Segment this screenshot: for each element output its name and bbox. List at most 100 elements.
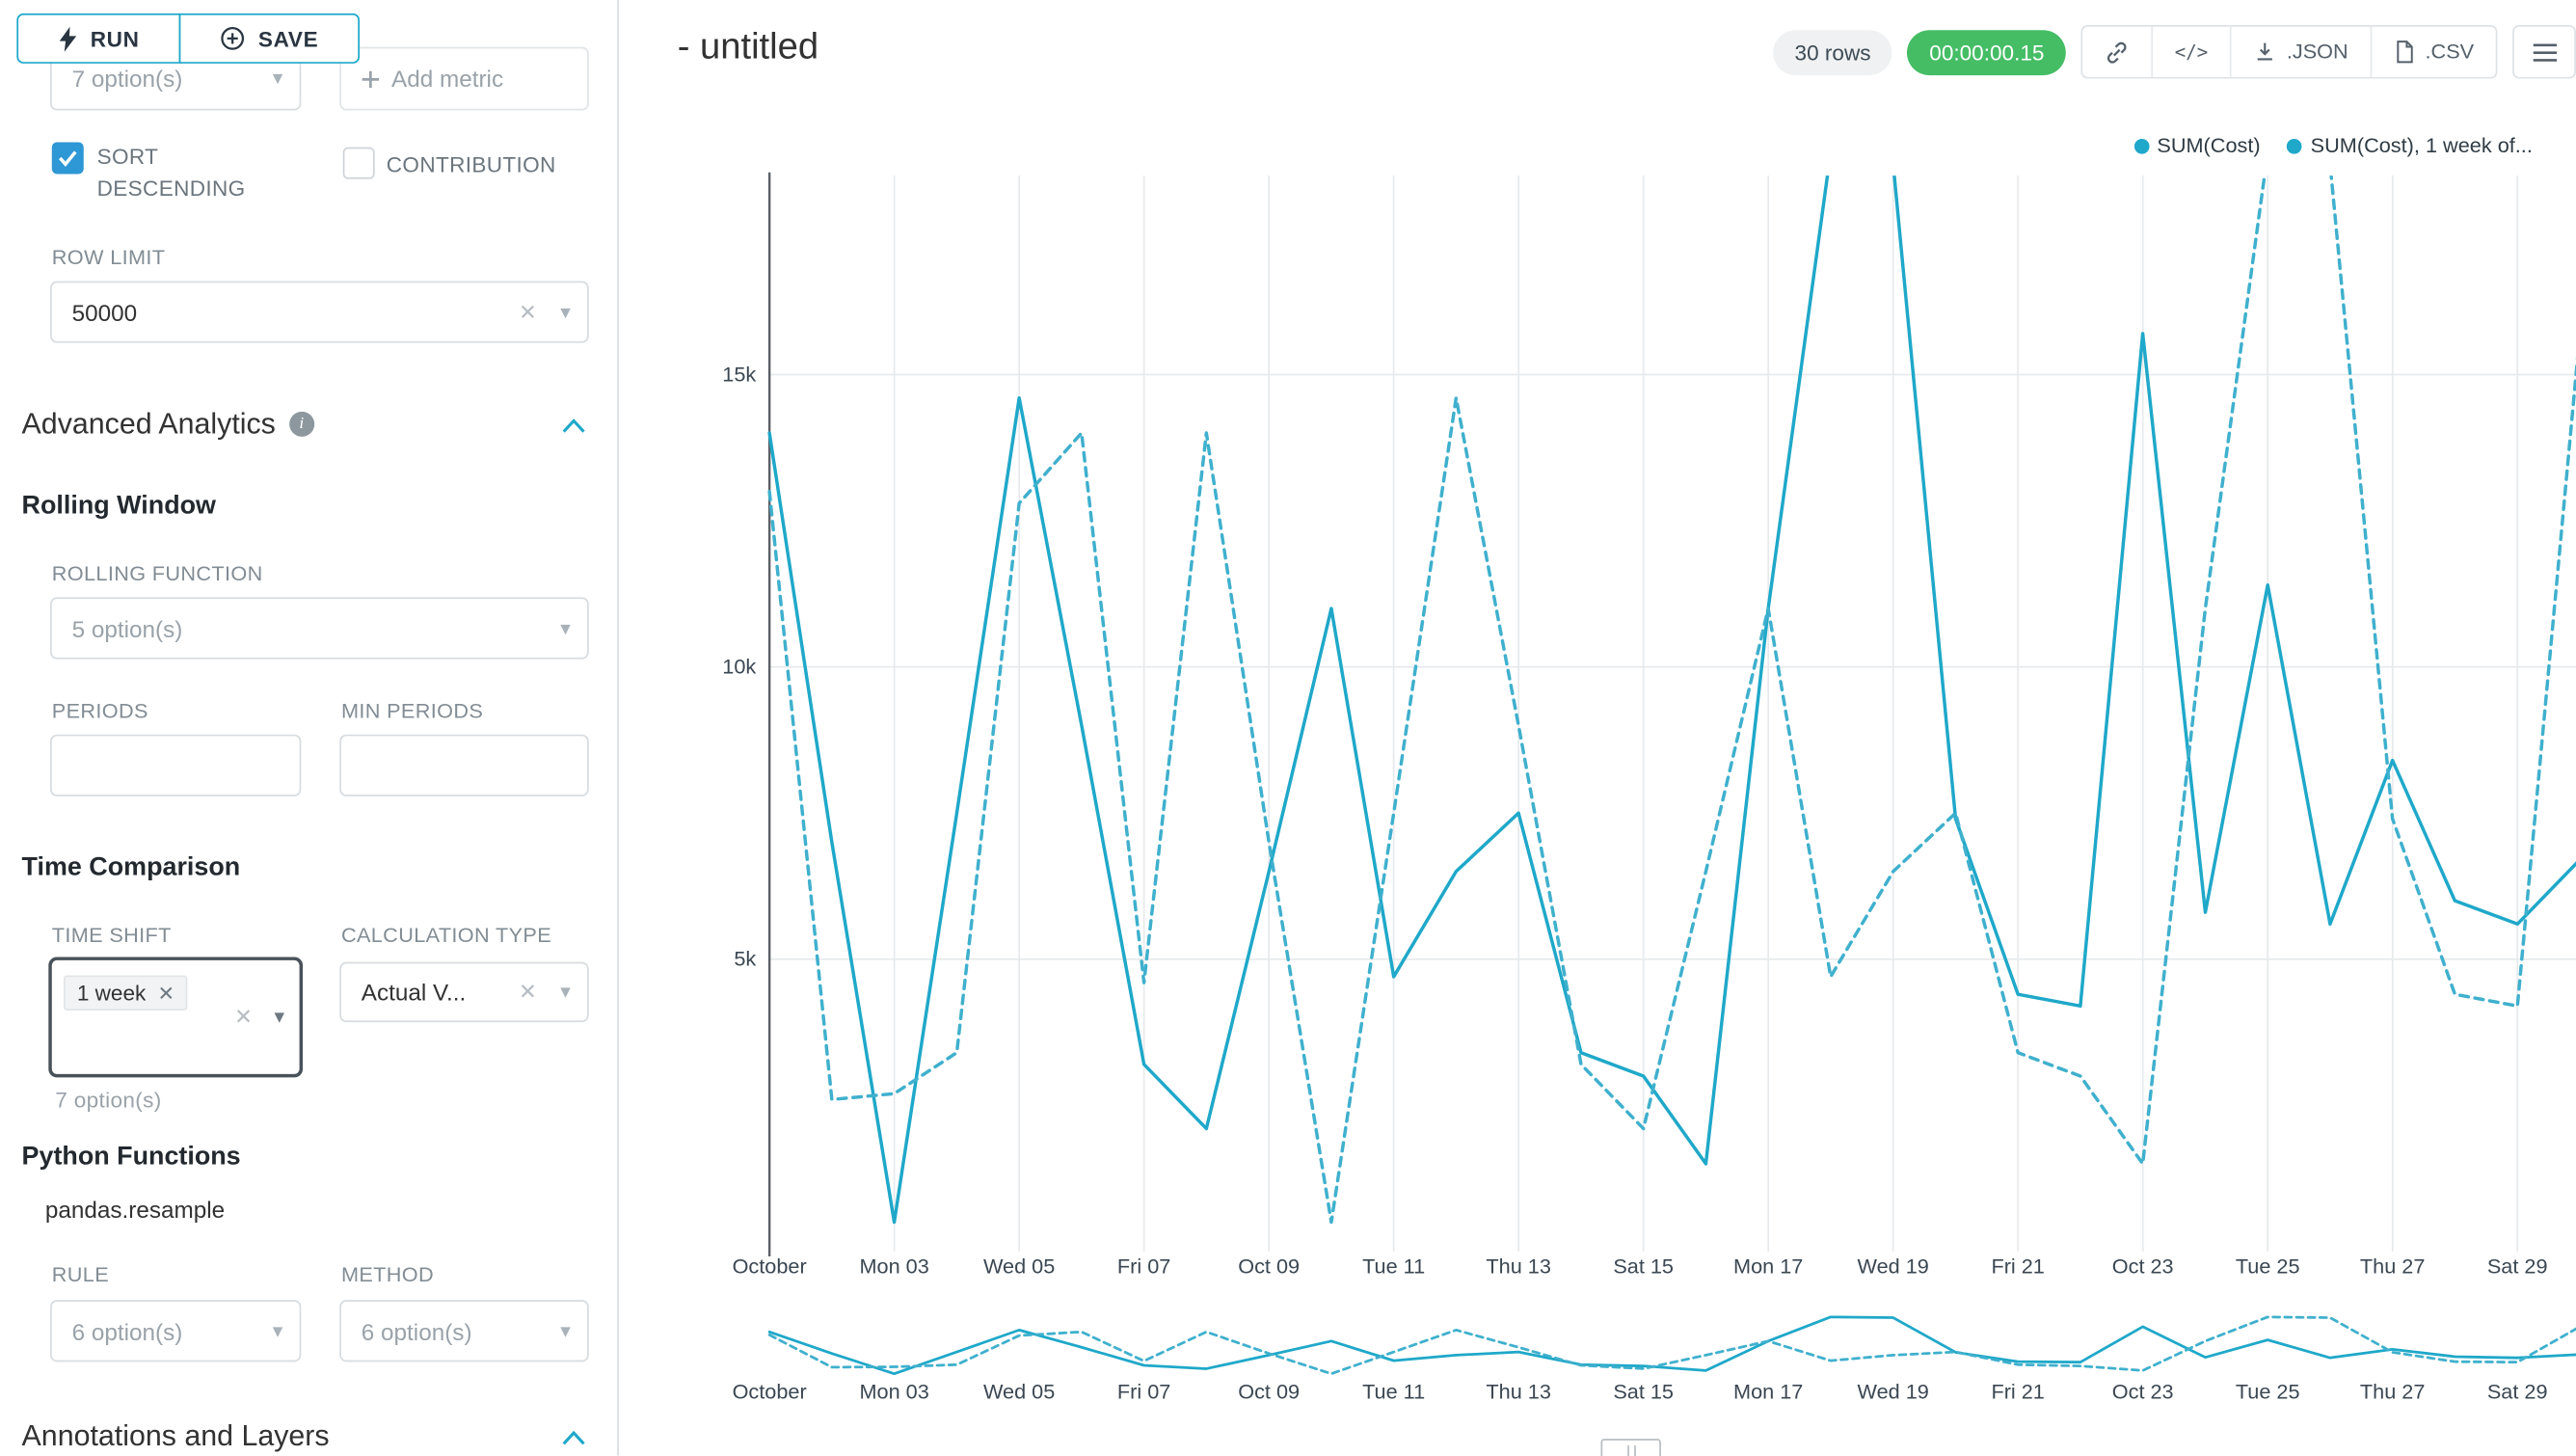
collapse-chevron-up-icon[interactable] [562, 1430, 585, 1445]
sort-descending-label: SORT DESCENDING [96, 144, 246, 202]
caret-down-icon: ▾ [560, 299, 571, 323]
collapse-chevron-up-icon[interactable] [562, 418, 585, 434]
mini-range-chart[interactable]: October Mon 03 Wed 05 Fri 07 Oct 09 Tue 11 Thu… [719, 1302, 2576, 1418]
svg-text:Thu 27: Thu 27 [2360, 1254, 2425, 1278]
svg-text:Wed 05: Wed 05 [983, 1380, 1055, 1404]
svg-text:15k: 15k [722, 362, 756, 386]
code-icon: </> [2174, 40, 2209, 64]
legend-label: SUM(Cost), 1 week of... [2310, 133, 2533, 158]
svg-text:Tue 25: Tue 25 [2236, 1254, 2300, 1278]
svg-text:Tue 25: Tue 25 [2236, 1380, 2300, 1404]
periods-label: PERIODS [51, 699, 148, 723]
svg-text:Sat 29: Sat 29 [2487, 1254, 2548, 1278]
annotations-title: Annotations and Layers [21, 1418, 330, 1453]
svg-text:10k: 10k [722, 655, 756, 679]
svg-text:Tue 11: Tue 11 [1362, 1380, 1425, 1404]
hamburger-menu-icon [2532, 42, 2557, 61]
svg-text:Mon 03: Mon 03 [859, 1380, 928, 1404]
time-shift-select[interactable]: 1 week ✕ ✕ ▾ [48, 957, 304, 1078]
svg-text:Thu 13: Thu 13 [1486, 1380, 1550, 1404]
caret-down-icon: ▾ [272, 66, 283, 90]
svg-text:Wed 19: Wed 19 [1858, 1380, 1929, 1404]
run-label: RUN [90, 25, 140, 51]
method-label: METHOD [340, 1262, 435, 1287]
main-line-chart: 5k 10k 15k October Mon 03 Wed 05 Fri 07 Oct 09 T… [722, 172, 2576, 1278]
method-select[interactable]: 6 option(s) ▾ [339, 1300, 589, 1362]
sort-descending-checkbox[interactable] [51, 142, 84, 175]
legend-item-sum-cost-offset[interactable]: SUM(Cost), 1 week of... [2287, 134, 2533, 157]
save-label: SAVE [257, 25, 319, 51]
export-json-button[interactable]: .JSON [2229, 26, 2370, 77]
header-actions: 30 rows 00:00:00.15 </> [1773, 23, 2576, 80]
svg-text:5k: 5k [734, 947, 756, 971]
svg-text:Fri 07: Fri 07 [1117, 1380, 1170, 1404]
legend-item-sum-cost[interactable]: SUM(Cost) [2133, 134, 2261, 157]
rolling-function-label: ROLLING FUNCTION [51, 561, 263, 586]
periods-input[interactable] [50, 734, 302, 796]
rule-select[interactable]: 6 option(s) ▾ [50, 1300, 302, 1362]
legend-dot [2133, 138, 2149, 153]
control-panel: 7 option(s) ▾ Add metric RUN SAVE [0, 0, 619, 1456]
zoom-handle[interactable] [1600, 1439, 1661, 1456]
tag-remove-icon[interactable]: ✕ [157, 981, 174, 1005]
info-icon[interactable]: i [288, 411, 314, 437]
rolling-window-title: Rolling Window [21, 492, 216, 521]
share-link-button[interactable] [2082, 27, 2151, 77]
query-timer-badge: 00:00:00.15 [1907, 29, 2067, 75]
run-button[interactable]: RUN [16, 13, 182, 64]
export-csv-button[interactable]: .CSV [2370, 26, 2495, 77]
more-options-button[interactable] [2512, 25, 2576, 79]
rule-label: RULE [51, 1262, 110, 1287]
svg-text:Thu 13: Thu 13 [1486, 1254, 1550, 1278]
legend-label: SUM(Cost) [2157, 133, 2261, 158]
row-limit-value: 50000 [71, 298, 138, 326]
link-icon [2107, 40, 2127, 63]
svg-text:Oct 23: Oct 23 [2112, 1380, 2174, 1404]
calculation-type-select[interactable]: Actual V... ✕ ▾ [339, 961, 589, 1023]
time-shift-label: TIME SHIFT [51, 923, 172, 948]
svg-text:Mon 17: Mon 17 [1733, 1380, 1803, 1404]
row-limit-label: ROW LIMIT [51, 246, 166, 270]
svg-text:Mon 17: Mon 17 [1733, 1254, 1803, 1278]
chart-container: - untitled 30 rows 00:00:00.15 </> [620, 0, 2576, 1456]
svg-text:Fri 21: Fri 21 [1991, 1254, 2044, 1278]
plus-icon [362, 69, 379, 88]
embed-code-button[interactable]: </> [2151, 26, 2230, 77]
svg-text:Thu 27: Thu 27 [2360, 1380, 2425, 1404]
export-csv-label: .CSV [2425, 40, 2475, 64]
rule-value: 6 option(s) [71, 1317, 183, 1345]
min-periods-input[interactable] [339, 734, 589, 796]
caret-down-icon: ▾ [560, 1318, 571, 1342]
row-limit-select[interactable]: 50000 ✕ ▾ [50, 281, 589, 343]
export-json-label: .JSON [2286, 40, 2348, 64]
min-periods-label: MIN PERIODS [340, 699, 484, 723]
clear-icon[interactable]: ✕ [234, 1004, 253, 1030]
rolling-function-select[interactable]: 5 option(s) ▾ [50, 597, 589, 660]
clear-icon[interactable]: ✕ [519, 298, 537, 324]
svg-text:Tue 11: Tue 11 [1362, 1254, 1425, 1278]
chart-title: - untitled [677, 25, 819, 67]
contribution-label: CONTRIBUTION [386, 151, 556, 177]
svg-text:Wed 19: Wed 19 [1858, 1254, 1929, 1278]
time-comparison-title: Time Comparison [21, 852, 241, 882]
svg-text:Sat 15: Sat 15 [1613, 1380, 1674, 1404]
contribution-checkbox[interactable] [342, 147, 375, 179]
plus-circle-icon [221, 27, 245, 50]
svg-text:Oct 09: Oct 09 [1238, 1380, 1300, 1404]
download-icon [2257, 42, 2272, 61]
method-value: 6 option(s) [361, 1317, 472, 1345]
svg-text:Oct 09: Oct 09 [1238, 1254, 1300, 1278]
advanced-analytics-header: Advanced Analytics i [22, 407, 314, 442]
row-count-badge: 30 rows [1773, 29, 1893, 75]
save-button[interactable]: SAVE [179, 13, 361, 64]
time-shift-tag: 1 week ✕ [63, 975, 188, 1011]
calculation-type-label: CALCULATION TYPE [340, 923, 552, 948]
add-metric-button[interactable]: Add metric [339, 46, 589, 111]
svg-text:Fri 21: Fri 21 [1991, 1380, 2044, 1404]
svg-text:Sat 15: Sat 15 [1613, 1254, 1674, 1278]
caret-down-icon: ▾ [274, 1004, 284, 1029]
svg-text:October: October [733, 1380, 807, 1404]
clear-icon[interactable]: ✕ [519, 979, 537, 1005]
legend-dot [2287, 138, 2302, 153]
